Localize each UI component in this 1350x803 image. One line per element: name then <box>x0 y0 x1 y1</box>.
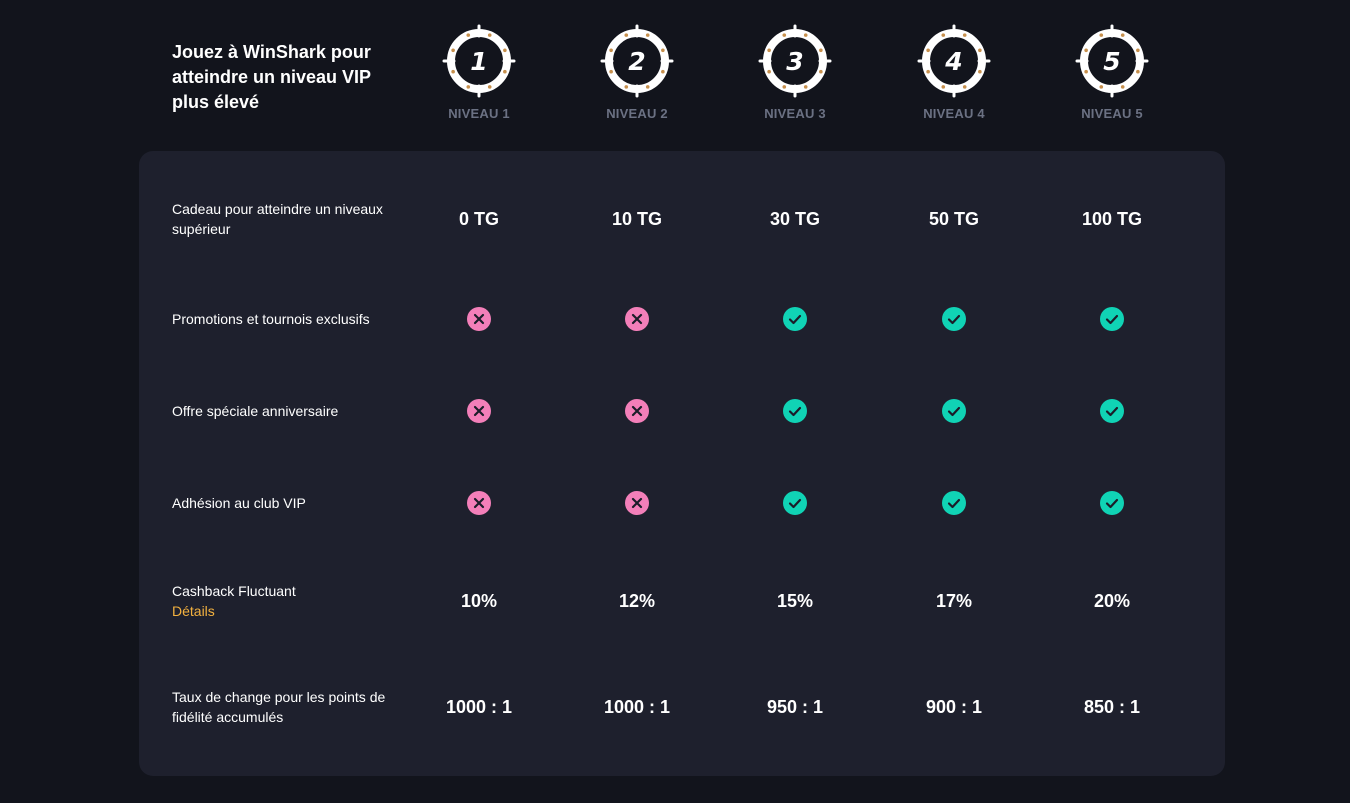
table-cell <box>735 399 855 423</box>
table-cell: 12% <box>618 591 656 611</box>
check-circle-icon <box>942 307 966 331</box>
details-link[interactable]: Détails <box>172 603 215 619</box>
table-cell: 900 : 1 <box>925 697 983 717</box>
table-cell: 30 TG <box>769 209 821 229</box>
level-label: NIVEAU 1 <box>448 106 510 121</box>
table-cell: 100 TG <box>1081 209 1143 229</box>
check-circle-icon <box>783 491 807 515</box>
cross-circle-icon <box>467 307 491 331</box>
check-circle-icon <box>1100 399 1124 423</box>
level-2: 2 NIVEAU 2 <box>577 24 697 121</box>
level-number: 4 <box>944 47 962 76</box>
level-label: NIVEAU 5 <box>1081 106 1143 121</box>
page-title: Jouez à WinShark pour atteindre un nivea… <box>172 42 371 112</box>
level-label: NIVEAU 4 <box>923 106 985 121</box>
level-number: 2 <box>628 47 645 76</box>
table-cell <box>419 307 539 331</box>
level-badge-icon: 3 <box>758 24 832 98</box>
table-cell: 10 TG <box>611 209 663 229</box>
level-4: 4 NIVEAU 4 <box>894 24 1014 121</box>
cross-circle-icon <box>625 307 649 331</box>
row-label: Cadeau pour atteindre un niveaux supérie… <box>172 199 402 239</box>
table-cell: 950 : 1 <box>766 697 824 717</box>
level-3: 3 NIVEAU 3 <box>735 24 855 121</box>
table-cell <box>1052 399 1172 423</box>
level-badge-icon: 1 <box>442 24 516 98</box>
level-number: 1 <box>470 47 487 76</box>
table-cell: 17% <box>935 591 973 611</box>
table-cell: 10% <box>460 591 498 611</box>
table-cell <box>419 399 539 423</box>
level-number: 5 <box>1103 47 1120 76</box>
row-label: Adhésion au club VIP <box>172 493 402 513</box>
level-badge-icon: 2 <box>600 24 674 98</box>
row-label-text: Adhésion au club VIP <box>172 495 306 511</box>
table-cell: 50 TG <box>928 209 980 229</box>
level-1: 1 NIVEAU 1 <box>419 24 539 121</box>
row-label: Cashback Fluctuant Détails <box>172 581 402 621</box>
check-circle-icon <box>1100 307 1124 331</box>
level-number: 3 <box>786 47 803 76</box>
cross-circle-icon <box>467 399 491 423</box>
row-label: Promotions et tournois exclusifs <box>172 309 402 329</box>
table-cell <box>894 399 1014 423</box>
cross-circle-icon <box>467 491 491 515</box>
row-label-text: Cadeau pour atteindre un niveaux supérie… <box>172 201 383 237</box>
row-label-text: Offre spéciale anniversaire <box>172 403 339 419</box>
check-circle-icon <box>942 491 966 515</box>
benefits-table: Cadeau pour atteindre un niveaux supérie… <box>139 151 1225 776</box>
table-cell <box>1052 307 1172 331</box>
level-label: NIVEAU 3 <box>764 106 826 121</box>
cross-circle-icon <box>625 399 649 423</box>
check-circle-icon <box>942 399 966 423</box>
table-cell <box>894 491 1014 515</box>
row-label-text: Taux de change pour les points de fidéli… <box>172 689 386 725</box>
table-cell: 1000 : 1 <box>445 697 513 717</box>
row-label-text: Cashback Fluctuant <box>172 583 296 599</box>
table-cell: 1000 : 1 <box>603 697 671 717</box>
cross-circle-icon <box>625 491 649 515</box>
level-badge-icon: 5 <box>1075 24 1149 98</box>
table-cell <box>894 307 1014 331</box>
table-cell <box>577 399 697 423</box>
check-circle-icon <box>783 307 807 331</box>
table-cell <box>1052 491 1172 515</box>
table-cell <box>735 491 855 515</box>
level-badge-icon: 4 <box>917 24 991 98</box>
level-label: NIVEAU 2 <box>606 106 668 121</box>
row-label: Offre spéciale anniversaire <box>172 401 402 421</box>
row-label-text: Promotions et tournois exclusifs <box>172 311 370 327</box>
check-circle-icon <box>783 399 807 423</box>
row-label: Taux de change pour les points de fidéli… <box>172 687 402 727</box>
table-cell <box>577 307 697 331</box>
table-cell: 15% <box>776 591 814 611</box>
levels-header: Jouez à WinShark pour atteindre un nivea… <box>0 0 1350 150</box>
table-cell <box>577 491 697 515</box>
table-cell: 850 : 1 <box>1083 697 1141 717</box>
check-circle-icon <box>1100 491 1124 515</box>
level-5: 5 NIVEAU 5 <box>1052 24 1172 121</box>
table-cell: 20% <box>1093 591 1131 611</box>
table-cell <box>735 307 855 331</box>
table-cell <box>419 491 539 515</box>
table-cell: 0 TG <box>458 209 499 229</box>
